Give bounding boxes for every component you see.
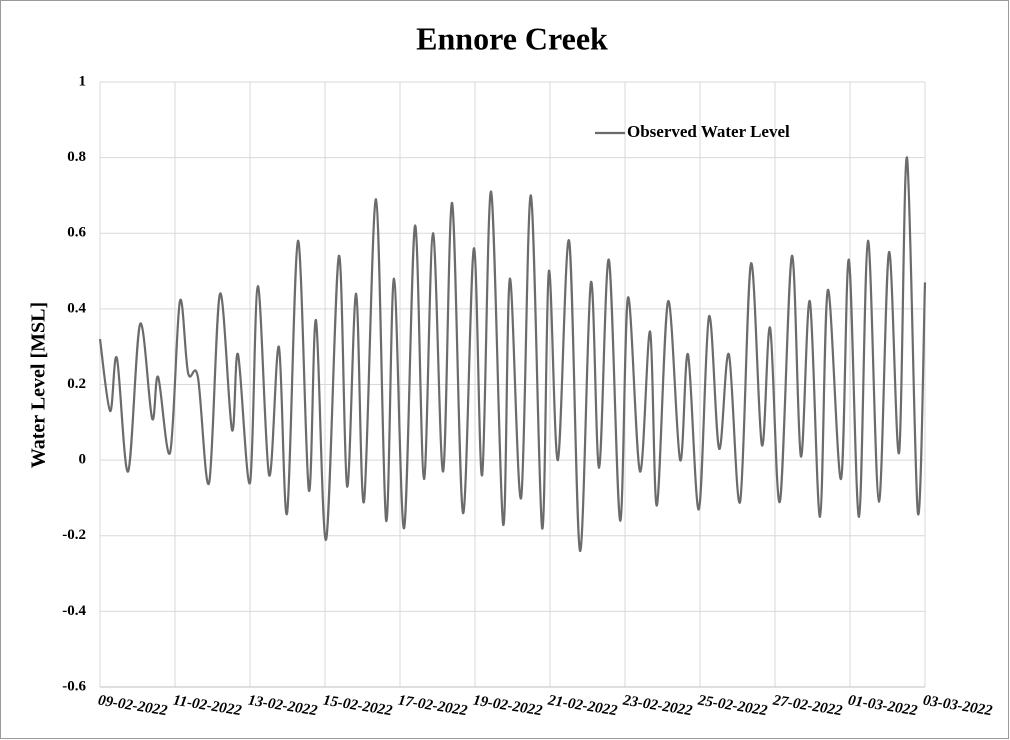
- y-tick-label: 0.2: [67, 376, 86, 392]
- legend-label: Observed Water Level: [627, 122, 790, 141]
- y-tick-label: 0: [79, 452, 87, 468]
- y-tick-label: 1: [79, 73, 87, 89]
- y-tick-label: 0.8: [67, 149, 86, 165]
- y-tick-label: 0.4: [67, 300, 86, 316]
- plot-area: [98, 156, 927, 552]
- y-tick-label: -0.6: [62, 678, 86, 694]
- grid: [99, 81, 926, 688]
- y-axis-label: Water Level [MSL]: [28, 302, 50, 468]
- y-tick-label: 0.6: [67, 225, 86, 241]
- chart-title: Ennore Creek: [416, 20, 608, 56]
- data-line: [98, 156, 927, 552]
- y-tick-label: -0.4: [62, 603, 86, 619]
- y-tick-label: -0.2: [62, 527, 86, 543]
